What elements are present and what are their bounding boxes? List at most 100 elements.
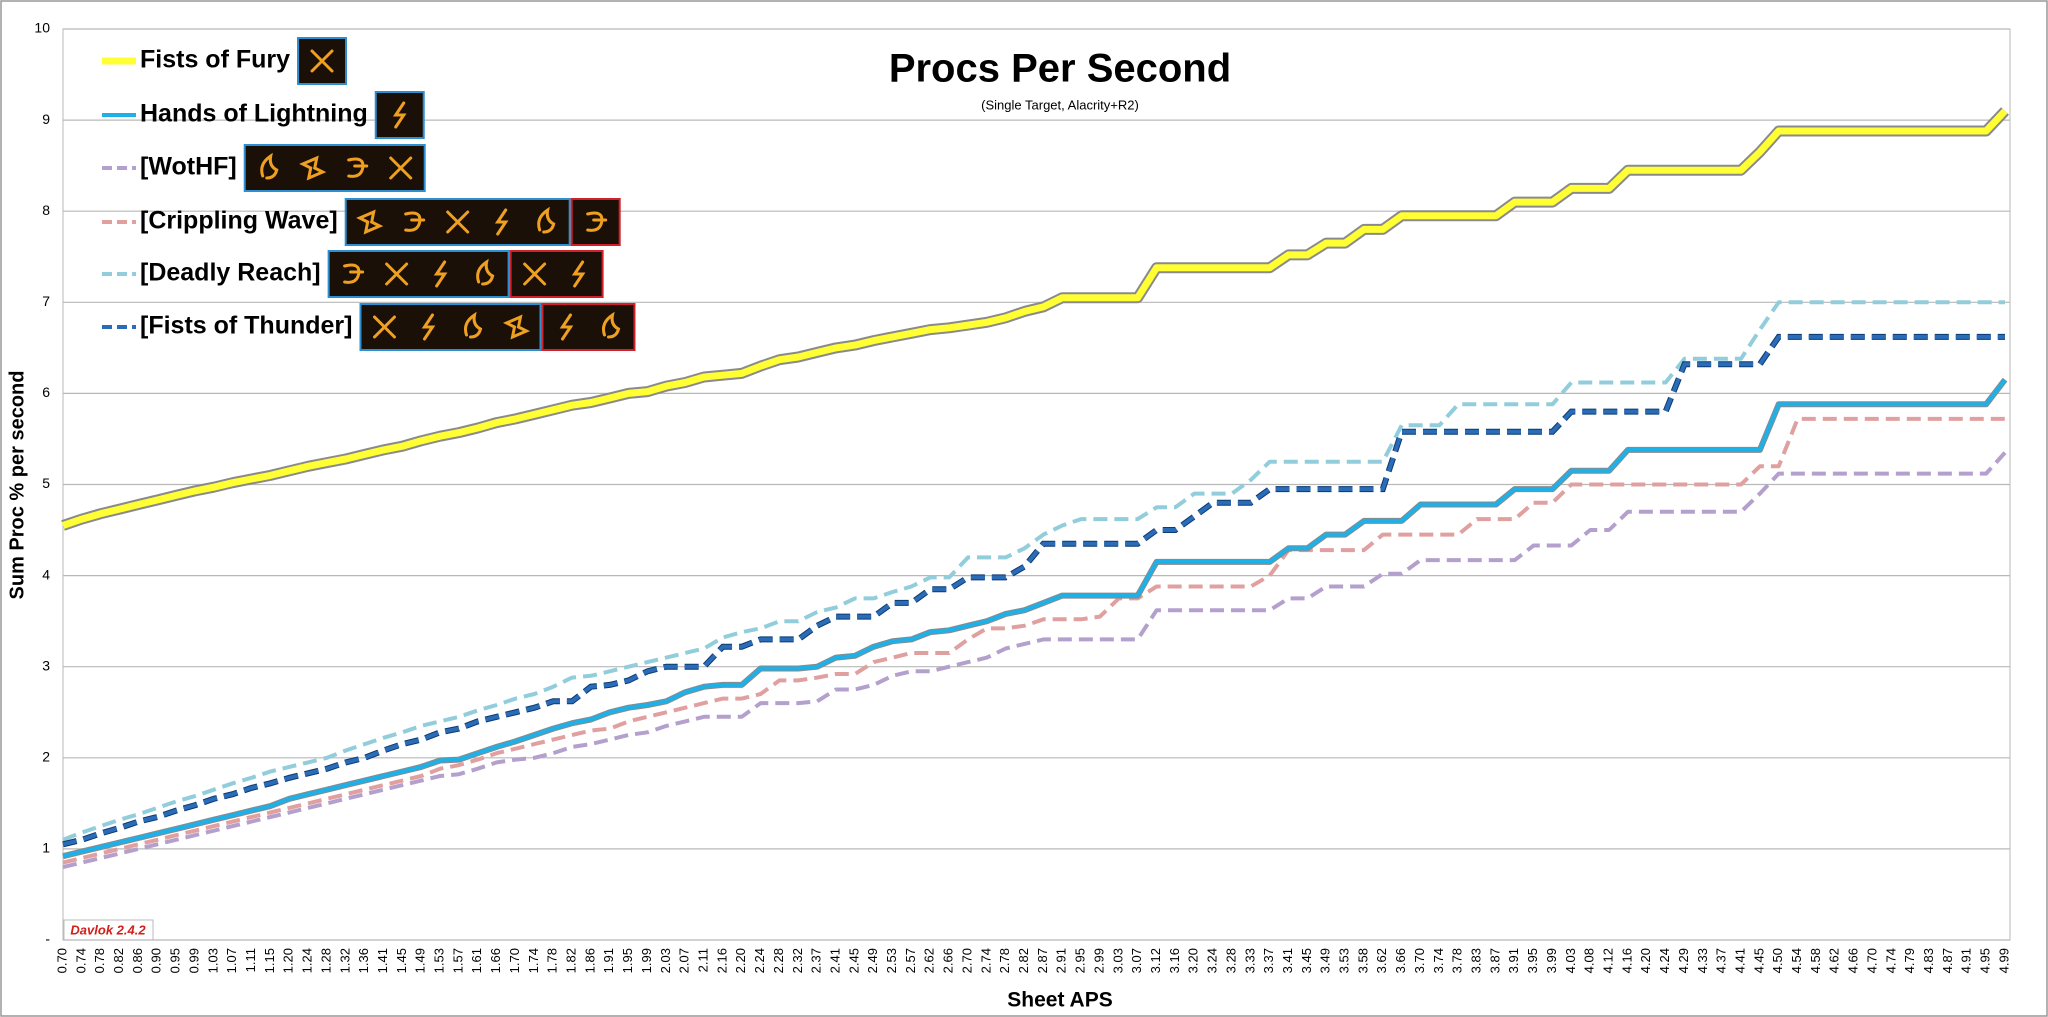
x-tick-label: 2.74 <box>978 948 993 973</box>
series-line <box>62 416 2005 865</box>
x-tick-label: 3.33 <box>1242 948 1257 973</box>
x-tick-label: 3.24 <box>1205 948 1220 973</box>
legend-icon <box>372 315 396 339</box>
legend-icon-frame <box>570 198 621 246</box>
legend-icon-frame <box>243 144 426 192</box>
legend-label: [Crippling Wave] <box>140 207 338 235</box>
x-tick-label: 3.41 <box>1280 948 1295 973</box>
x-tick-label: 4.95 <box>1978 948 1993 973</box>
legend-icon-frame <box>509 250 604 298</box>
x-tick-label: 1.20 <box>281 948 296 973</box>
series-line <box>61 108 2008 529</box>
x-tick-label: 0.99 <box>186 948 201 973</box>
legend-icon <box>433 260 448 288</box>
x-tick-label: 1.07 <box>224 948 239 973</box>
legend-icon-frame <box>327 250 510 298</box>
chart-subtitle: (Single Target, Alacrity+R2) <box>981 97 1139 112</box>
x-tick-label: 3.03 <box>1110 948 1125 973</box>
x-tick-label: 1.03 <box>205 948 220 973</box>
x-tick-label: 1.66 <box>488 948 503 973</box>
x-tick-label: 2.66 <box>941 948 956 973</box>
legend-icon <box>343 263 365 284</box>
x-tick-label: 3.45 <box>1299 948 1314 973</box>
legend-label: Fists of Fury <box>140 46 290 74</box>
x-tick-label: 2.95 <box>1073 948 1088 973</box>
legend-icon <box>347 157 369 178</box>
x-tick-label: 4.54 <box>1789 948 1804 973</box>
x-tick-label: 2.82 <box>1016 948 1031 973</box>
legend-label: [Fists of Thunder] <box>140 312 352 340</box>
legend-icon <box>392 101 407 129</box>
x-tick-label: 4.41 <box>1732 948 1747 973</box>
x-tick-label: 0.95 <box>168 948 183 973</box>
x-tick-label: 1.41 <box>375 948 390 973</box>
x-tick-label: 2.99 <box>1091 948 1106 973</box>
legend-icon <box>601 311 621 339</box>
x-tick-label: 4.74 <box>1883 948 1898 973</box>
x-tick-label: 1.49 <box>413 948 428 973</box>
y-tick-label: 9 <box>42 111 50 127</box>
legend-icon <box>310 49 334 73</box>
x-tick-label: 0.70 <box>54 948 69 973</box>
legend-icon <box>523 262 547 286</box>
x-tick-label: 1.28 <box>318 948 333 973</box>
legend-icon <box>502 314 531 340</box>
x-tick-label: 4.62 <box>1827 948 1842 973</box>
x-tick-label: 2.24 <box>752 948 767 973</box>
x-tick-label: 1.95 <box>620 948 635 973</box>
x-tick-label: 2.91 <box>1054 948 1069 973</box>
series-line <box>62 300 2005 842</box>
legend-icon <box>494 208 509 236</box>
x-tick-label: 2.57 <box>903 948 918 973</box>
x-tick-label: 1.32 <box>337 948 352 973</box>
legend-icon <box>463 311 483 339</box>
x-tick-label: 1.15 <box>262 948 277 973</box>
x-tick-label: 3.99 <box>1544 948 1559 973</box>
x-tick-label: 1.91 <box>601 948 616 973</box>
x-tick-label: 1.61 <box>469 948 484 973</box>
x-tick-label: 2.11 <box>695 948 710 972</box>
x-tick-label: 3.53 <box>1337 948 1352 973</box>
series-line <box>62 334 2005 847</box>
x-tick-label: 3.62 <box>1374 948 1389 973</box>
x-tick-label: 1.57 <box>450 948 465 973</box>
x-tick-label: 4.83 <box>1921 948 1936 973</box>
legend-icon <box>446 210 470 234</box>
x-tick-label: 2.78 <box>997 948 1012 973</box>
x-tick-label: 2.62 <box>922 948 937 973</box>
x-tick-label: 1.53 <box>432 948 447 973</box>
x-tick-label: 1.86 <box>582 948 597 973</box>
x-tick-label: 2.45 <box>846 948 861 973</box>
x-tick-label: 1.70 <box>507 948 522 973</box>
x-tick-label: 4.03 <box>1563 948 1578 973</box>
x-tick-label: 2.37 <box>809 948 824 973</box>
x-tick-label: 2.41 <box>827 948 842 973</box>
legend-label: Hands of Lightning <box>140 100 368 128</box>
y-tick-label: 7 <box>42 293 50 309</box>
x-tick-label: 2.70 <box>959 948 974 973</box>
legend-icon-frame <box>359 303 542 351</box>
x-tick-label: 2.16 <box>714 948 729 973</box>
x-tick-label: 1.45 <box>394 948 409 973</box>
legend-icon <box>299 155 327 181</box>
legend-icon <box>559 313 574 341</box>
legend-icon-frame <box>541 303 636 351</box>
x-tick-label: 4.91 <box>1959 948 1974 973</box>
y-tick-label: 2 <box>42 749 50 765</box>
legend-icon <box>537 206 556 234</box>
y-tick-label: 5 <box>42 475 50 491</box>
x-tick-label: 1.36 <box>356 948 371 973</box>
legend-label: [Deadly Reach] <box>140 259 321 287</box>
y-tick-label: - <box>45 931 50 947</box>
x-tick-label: 1.99 <box>639 948 654 973</box>
y-tick-label: 1 <box>42 840 50 856</box>
y-tick-label: 4 <box>42 566 50 582</box>
x-tick-label: 4.37 <box>1714 948 1729 973</box>
x-tick-label: 4.58 <box>1808 948 1823 973</box>
x-tick-label: 4.99 <box>1996 948 2011 973</box>
x-tick-label: 1.24 <box>300 948 315 973</box>
x-tick-label: 2.28 <box>771 948 786 973</box>
legend-icon <box>385 262 409 286</box>
legend-icon <box>389 156 413 180</box>
